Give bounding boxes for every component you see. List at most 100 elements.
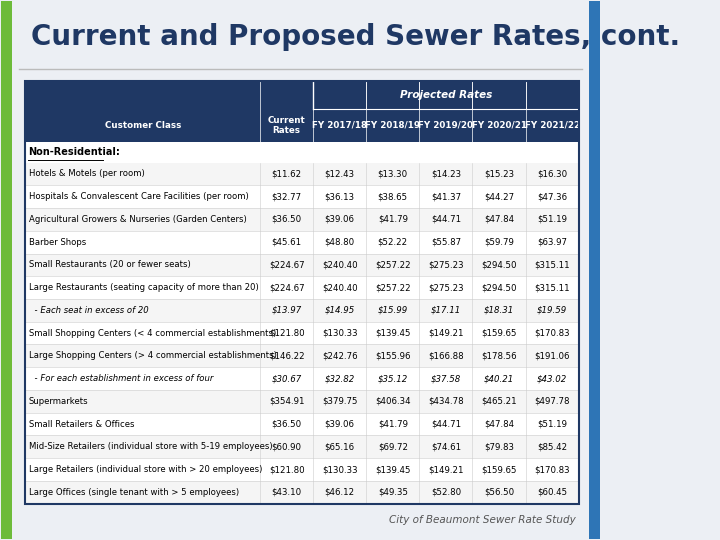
Bar	[25, 231, 579, 253]
Bar	[589, 2, 600, 538]
Bar	[25, 81, 579, 109]
Bar	[25, 481, 579, 504]
Bar	[1, 2, 12, 538]
Text: FY 2020/21: FY 2020/21	[472, 121, 526, 130]
Text: $46.12: $46.12	[325, 488, 355, 497]
Text: Large Retailers (individual store with > 20 employees): Large Retailers (individual store with >…	[29, 465, 262, 474]
Text: $44.71: $44.71	[431, 215, 461, 224]
Text: $354.91: $354.91	[269, 397, 305, 406]
Text: $130.33: $130.33	[322, 465, 358, 474]
Text: $170.83: $170.83	[534, 329, 570, 338]
Text: $63.97: $63.97	[537, 238, 567, 247]
Bar	[25, 276, 579, 299]
Text: $59.79: $59.79	[484, 238, 514, 247]
Text: $275.23: $275.23	[428, 260, 464, 269]
Text: $11.62: $11.62	[271, 170, 302, 178]
Text: Small Restaurants (20 or fewer seats): Small Restaurants (20 or fewer seats)	[29, 260, 191, 269]
Text: $52.80: $52.80	[431, 488, 461, 497]
Text: $13.30: $13.30	[378, 170, 408, 178]
Bar	[25, 185, 579, 208]
Text: $294.50: $294.50	[481, 260, 517, 269]
Text: $51.19: $51.19	[537, 215, 567, 224]
Text: $30.67: $30.67	[271, 374, 302, 383]
Text: $257.22: $257.22	[375, 283, 410, 292]
Text: Customer Class: Customer Class	[104, 121, 181, 130]
Text: $49.35: $49.35	[378, 488, 408, 497]
Text: $497.78: $497.78	[534, 397, 570, 406]
Text: $146.22: $146.22	[269, 352, 305, 360]
Text: Hospitals & Convalescent Care Facilities (per room): Hospitals & Convalescent Care Facilities…	[29, 192, 248, 201]
Bar	[25, 253, 579, 276]
Text: $170.83: $170.83	[534, 465, 570, 474]
Text: $121.80: $121.80	[269, 465, 305, 474]
Text: $32.82: $32.82	[325, 374, 355, 383]
Bar	[25, 109, 260, 142]
Text: $15.99: $15.99	[378, 306, 408, 315]
Text: $315.11: $315.11	[534, 260, 570, 269]
Text: Large Restaurants (seating capacity of more than 20): Large Restaurants (seating capacity of m…	[29, 283, 258, 292]
Bar	[25, 142, 579, 163]
Text: $275.23: $275.23	[428, 283, 464, 292]
Text: $166.88: $166.88	[428, 352, 464, 360]
Text: Agricultural Growers & Nurseries (Garden Centers): Agricultural Growers & Nurseries (Garden…	[29, 215, 247, 224]
Text: $19.59: $19.59	[537, 306, 567, 315]
Text: $41.37: $41.37	[431, 192, 461, 201]
Text: FY 2019/20: FY 2019/20	[418, 121, 474, 130]
Text: $149.21: $149.21	[428, 329, 464, 338]
Text: $41.79: $41.79	[378, 215, 408, 224]
Bar	[25, 299, 579, 322]
Text: $242.76: $242.76	[322, 352, 358, 360]
Text: $74.61: $74.61	[431, 442, 461, 451]
Text: $13.97: $13.97	[271, 306, 302, 315]
Text: FY 2018/19: FY 2018/19	[365, 121, 420, 130]
Text: $155.96: $155.96	[375, 352, 410, 360]
Text: $40.21: $40.21	[484, 374, 514, 383]
Text: Current
Rates: Current Rates	[268, 116, 305, 135]
Text: $45.61: $45.61	[271, 238, 302, 247]
Text: $17.11: $17.11	[431, 306, 461, 315]
Bar	[25, 367, 579, 390]
Text: $12.43: $12.43	[325, 170, 355, 178]
Text: $406.34: $406.34	[375, 397, 410, 406]
Bar	[25, 435, 579, 458]
Text: $85.42: $85.42	[537, 442, 567, 451]
Bar	[25, 390, 579, 413]
Text: $149.21: $149.21	[428, 465, 464, 474]
Text: $51.19: $51.19	[537, 420, 567, 429]
Text: $36.50: $36.50	[271, 420, 302, 429]
Bar	[366, 109, 419, 142]
Text: $47.36: $47.36	[537, 192, 567, 201]
Text: $60.45: $60.45	[537, 488, 567, 497]
Text: Projected Rates: Projected Rates	[400, 90, 492, 100]
Bar	[25, 163, 579, 185]
Text: $38.65: $38.65	[378, 192, 408, 201]
Text: - Each seat in excess of 20: - Each seat in excess of 20	[29, 306, 148, 315]
Text: $15.23: $15.23	[484, 170, 514, 178]
Text: $47.84: $47.84	[484, 215, 514, 224]
Text: $434.78: $434.78	[428, 397, 464, 406]
Bar	[25, 208, 579, 231]
Text: City of Beaumont Sewer Rate Study: City of Beaumont Sewer Rate Study	[389, 515, 576, 525]
Text: FY 2021/22: FY 2021/22	[525, 121, 580, 130]
Text: $65.16: $65.16	[325, 442, 355, 451]
Text: $121.80: $121.80	[269, 329, 305, 338]
Bar	[25, 322, 579, 345]
Bar	[313, 109, 366, 142]
Text: $14.23: $14.23	[431, 170, 461, 178]
Bar	[25, 81, 579, 504]
Bar	[260, 109, 313, 142]
Text: $32.77: $32.77	[271, 192, 302, 201]
Text: $379.75: $379.75	[322, 397, 357, 406]
Text: Large Shopping Centers (> 4 commercial establishments): Large Shopping Centers (> 4 commercial e…	[29, 352, 276, 360]
Text: $47.84: $47.84	[484, 420, 514, 429]
Text: $44.71: $44.71	[431, 420, 461, 429]
Text: Large Offices (single tenant with > 5 employees): Large Offices (single tenant with > 5 em…	[29, 488, 239, 497]
Bar	[25, 345, 579, 367]
Text: - For each establishment in excess of four: - For each establishment in excess of fo…	[29, 374, 213, 383]
Text: $56.50: $56.50	[484, 488, 514, 497]
Bar	[526, 109, 579, 142]
Bar	[25, 458, 579, 481]
Text: $43.10: $43.10	[271, 488, 302, 497]
Text: $240.40: $240.40	[322, 283, 358, 292]
Text: Supermarkets: Supermarkets	[29, 397, 89, 406]
